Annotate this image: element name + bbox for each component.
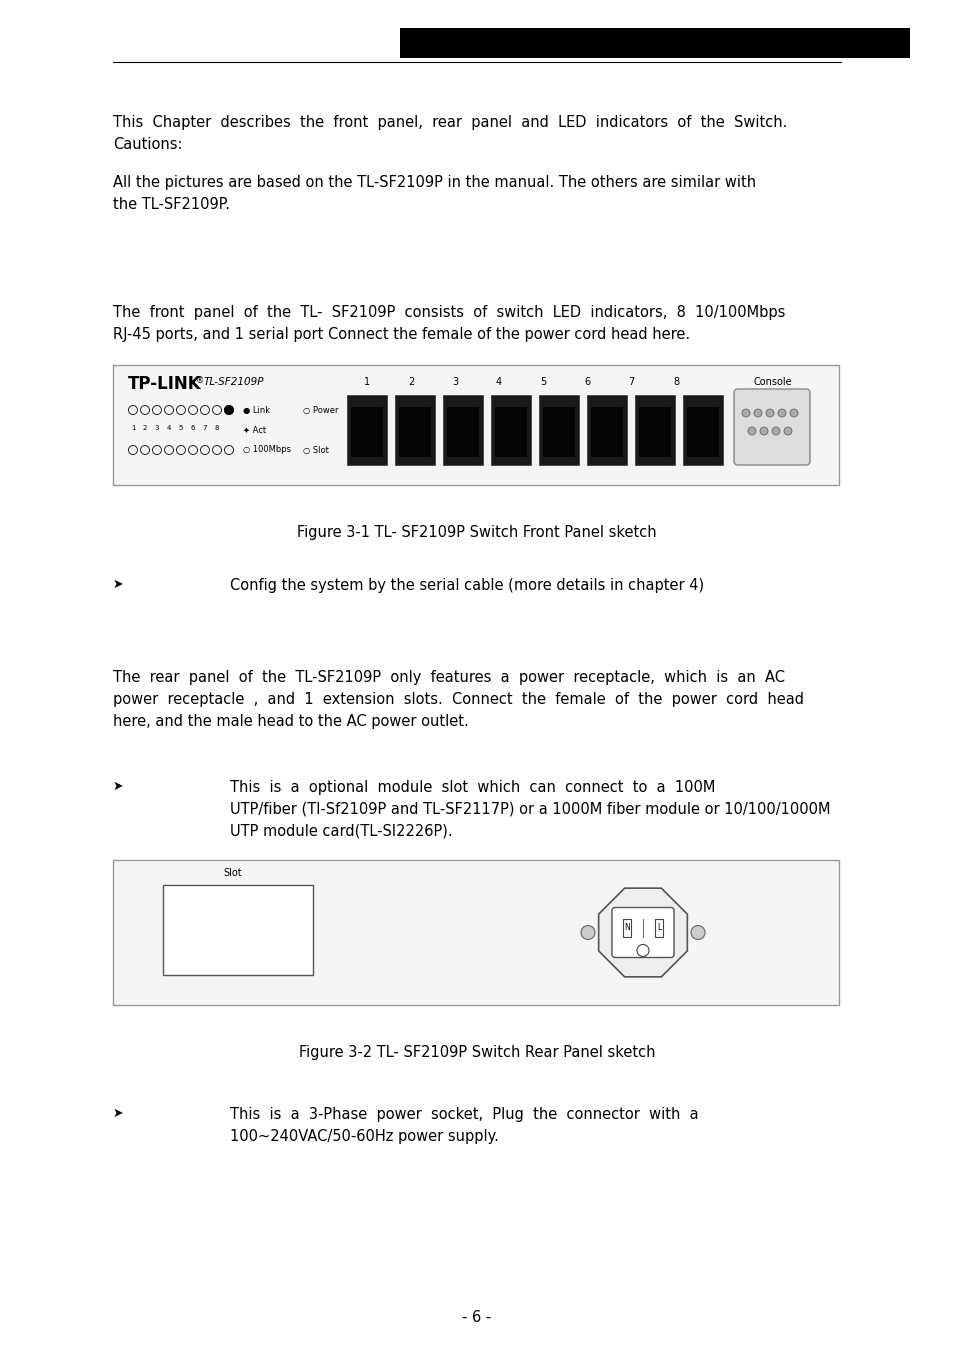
Circle shape	[753, 409, 761, 417]
Text: 4: 4	[167, 425, 171, 431]
Text: Slot: Slot	[223, 868, 242, 878]
Circle shape	[747, 427, 755, 435]
Text: This  Chapter  describes  the  front  panel,  rear  panel  and  LED  indicators : This Chapter describes the front panel, …	[112, 115, 786, 130]
Text: 6: 6	[191, 425, 195, 431]
Text: the TL-SF2109P.: the TL-SF2109P.	[112, 197, 230, 212]
Bar	[495, 406, 526, 458]
Text: 3: 3	[452, 377, 457, 387]
Text: All the pictures are based on the TL-SF2109P in the manual. The others are simil: All the pictures are based on the TL-SF2…	[112, 176, 756, 190]
Bar	[442, 396, 482, 464]
Bar	[399, 28, 909, 58]
Bar	[112, 860, 838, 1004]
Circle shape	[580, 926, 595, 940]
Text: 1: 1	[363, 377, 370, 387]
Bar	[590, 406, 622, 458]
Text: UTP/fiber (Tl-Sf2109P and TL-SF2117P) or a 1000M fiber module or 10/100/1000M: UTP/fiber (Tl-Sf2109P and TL-SF2117P) or…	[230, 802, 830, 817]
Bar	[347, 396, 387, 464]
Text: The  front  panel  of  the  TL-  SF2109P  consists  of  switch  LED  indicators,: The front panel of the TL- SF2109P consi…	[112, 305, 784, 320]
Text: ➤: ➤	[112, 578, 123, 591]
Bar	[635, 396, 675, 464]
Text: 2: 2	[143, 425, 147, 431]
Circle shape	[783, 427, 791, 435]
Text: Config the system by the serial cable (more details in chapter 4): Config the system by the serial cable (m…	[230, 578, 703, 593]
Text: ● Link: ● Link	[243, 405, 270, 414]
Circle shape	[765, 409, 773, 417]
Bar	[622, 918, 630, 937]
Text: ○ Power: ○ Power	[303, 405, 338, 414]
Text: TP-LINK: TP-LINK	[128, 375, 201, 393]
Text: ○ 100Mbps: ○ 100Mbps	[243, 446, 291, 455]
Bar	[398, 406, 431, 458]
Text: Figure 3-2 TL- SF2109P Switch Rear Panel sketch: Figure 3-2 TL- SF2109P Switch Rear Panel…	[298, 1045, 655, 1060]
Circle shape	[741, 409, 749, 417]
Text: 5: 5	[178, 425, 183, 431]
Text: Cautions:: Cautions:	[112, 136, 182, 153]
Text: TL-SF2109P: TL-SF2109P	[204, 377, 264, 387]
Text: RJ-45 ports, and 1 serial port Connect the female of the power cord head here.: RJ-45 ports, and 1 serial port Connect t…	[112, 327, 689, 342]
Text: ➤: ➤	[112, 780, 123, 792]
Bar	[586, 396, 626, 464]
Text: 8: 8	[214, 425, 219, 431]
Circle shape	[778, 409, 785, 417]
FancyBboxPatch shape	[733, 389, 809, 464]
Text: 5: 5	[539, 377, 545, 387]
Text: ✦ Act: ✦ Act	[243, 425, 266, 435]
Text: 7: 7	[627, 377, 634, 387]
Text: ®: ®	[195, 377, 204, 385]
Bar	[163, 886, 313, 975]
Polygon shape	[598, 888, 686, 977]
Bar	[682, 396, 722, 464]
Text: 100~240VAC/50-60Hz power supply.: 100~240VAC/50-60Hz power supply.	[230, 1129, 498, 1143]
Text: 1: 1	[131, 425, 135, 431]
Circle shape	[789, 409, 797, 417]
Text: Console: Console	[753, 377, 792, 387]
Text: ➤: ➤	[112, 1107, 123, 1120]
FancyBboxPatch shape	[612, 907, 673, 957]
Text: 6: 6	[583, 377, 590, 387]
Bar	[686, 406, 719, 458]
Text: UTP module card(TL-SI2226P).: UTP module card(TL-SI2226P).	[230, 824, 452, 838]
Circle shape	[690, 926, 704, 940]
Text: 3: 3	[154, 425, 159, 431]
Circle shape	[760, 427, 767, 435]
Circle shape	[637, 945, 648, 957]
Bar	[491, 396, 531, 464]
Text: 8: 8	[672, 377, 679, 387]
Bar	[655, 918, 662, 937]
Text: here, and the male head to the AC power outlet.: here, and the male head to the AC power …	[112, 714, 468, 729]
Circle shape	[771, 427, 780, 435]
Text: ○ Slot: ○ Slot	[303, 446, 329, 455]
Text: L: L	[657, 923, 660, 932]
Bar	[542, 406, 575, 458]
Bar	[639, 406, 670, 458]
Text: power  receptacle  ,  and  1  extension  slots.  Connect  the  female  of  the  : power receptacle , and 1 extension slots…	[112, 693, 803, 707]
Text: 4: 4	[496, 377, 501, 387]
Text: This  is  a  3-Phase  power  socket,  Plug  the  connector  with  a: This is a 3-Phase power socket, Plug the…	[230, 1107, 698, 1122]
Bar	[351, 406, 382, 458]
Text: 2: 2	[408, 377, 414, 387]
Text: Figure 3-1 TL- SF2109P Switch Front Panel sketch: Figure 3-1 TL- SF2109P Switch Front Pane…	[297, 525, 656, 540]
Text: 7: 7	[203, 425, 207, 431]
Text: The  rear  panel  of  the  TL-SF2109P  only  features  a  power  receptacle,  wh: The rear panel of the TL-SF2109P only fe…	[112, 670, 784, 684]
Bar	[538, 396, 578, 464]
Bar	[447, 406, 478, 458]
Text: - 6 -: - 6 -	[462, 1310, 491, 1324]
Bar	[112, 364, 838, 485]
Circle shape	[224, 405, 233, 414]
Text: This  is  a  optional  module  slot  which  can  connect  to  a  100M: This is a optional module slot which can…	[230, 780, 715, 795]
Bar	[395, 396, 435, 464]
Text: N: N	[623, 923, 629, 932]
